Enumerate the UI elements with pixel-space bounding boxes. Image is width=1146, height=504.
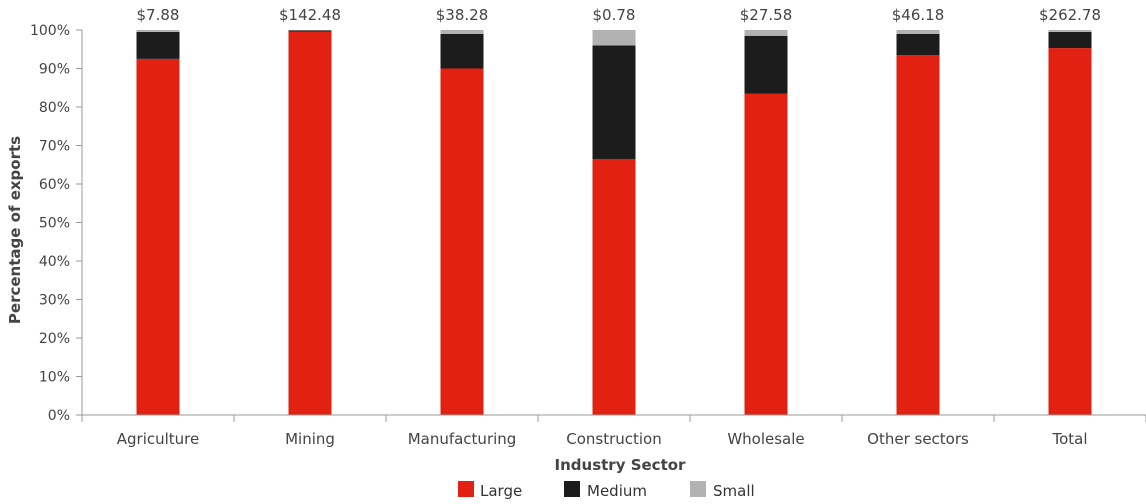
- legend-swatch-small: [690, 481, 706, 497]
- y-tick-label: 0%: [48, 408, 70, 424]
- y-tick-label: 70%: [39, 139, 70, 155]
- legend-label-large: Large: [480, 482, 522, 500]
- bar-segment-medium: [744, 35, 788, 94]
- legend-swatch-large: [458, 481, 474, 497]
- y-tick-label: 50%: [39, 216, 70, 232]
- x-axis-labels: Agriculture Mining Manufacturing Constructi…: [117, 415, 1146, 448]
- bar-segment-large: [440, 68, 484, 415]
- bar-segment-medium: [440, 33, 484, 69]
- bar-segment-large: [592, 158, 636, 415]
- x-axis-title: Industry Sector: [555, 456, 687, 474]
- bar-segment-small: [136, 30, 180, 32]
- bar-segment-small: [592, 30, 636, 46]
- axes: [76, 30, 1146, 422]
- bar-segment-small: [896, 30, 940, 34]
- y-axis-ticks: 0% 10% 20% 30% 40% 50% 60% 70% 80% 90% 100%: [30, 23, 82, 424]
- x-tick-label: Construction: [566, 430, 662, 448]
- bar-total-label: $7.88: [137, 6, 180, 24]
- x-tick-label: Agriculture: [117, 430, 200, 448]
- bar-segment-small: [440, 30, 484, 34]
- legend-label-small: Small: [713, 482, 755, 500]
- bar-total-label: $38.28: [436, 6, 489, 24]
- total-value-labels: $7.88 $142.48 $38.28 $0.78 $27.58 $46.18 $262.…: [137, 6, 1101, 24]
- bar-segment-large: [1048, 48, 1092, 415]
- bar-segment-medium: [136, 31, 180, 59]
- y-tick-label: 60%: [39, 177, 70, 193]
- x-tick-label: Manufacturing: [408, 430, 517, 448]
- y-tick-label: 10%: [39, 370, 70, 386]
- bar-segment-large: [288, 31, 332, 415]
- x-tick-label: Total: [1051, 430, 1087, 448]
- bar-segment-small: [744, 30, 788, 36]
- bar-segment-medium: [896, 33, 940, 56]
- bar-total-label: $142.48: [279, 6, 341, 24]
- bar-segment-medium: [592, 45, 636, 159]
- bar-total-label: $27.58: [740, 6, 793, 24]
- bar-segment-large: [896, 55, 940, 416]
- x-tick-label: Other sectors: [867, 430, 969, 448]
- y-tick-label: 100%: [30, 23, 70, 39]
- bars: [136, 30, 1092, 416]
- bar-segment-large: [744, 93, 788, 416]
- bar-total-label: $0.78: [593, 6, 636, 24]
- bar-segment-medium: [1048, 31, 1092, 49]
- y-tick-label: 80%: [39, 100, 70, 116]
- bar-segment-medium: [288, 30, 332, 32]
- bar-total-label: $262.78: [1039, 6, 1101, 24]
- y-tick-label: 20%: [39, 331, 70, 347]
- bar-segment-large: [136, 58, 180, 415]
- bar-total-label: $46.18: [892, 6, 945, 24]
- bar-segment-small: [1048, 30, 1092, 32]
- x-tick-label: Mining: [285, 430, 335, 448]
- legend-swatch-medium: [564, 481, 580, 497]
- y-tick-label: 40%: [39, 254, 70, 270]
- x-tick-label: Wholesale: [727, 430, 804, 448]
- y-tick-label: 90%: [39, 62, 70, 78]
- y-tick-label: 30%: [39, 293, 70, 309]
- legend-label-medium: Medium: [587, 482, 647, 500]
- legend: Large Medium Small: [458, 481, 755, 500]
- y-axis-title: Percentage of exports: [6, 136, 24, 324]
